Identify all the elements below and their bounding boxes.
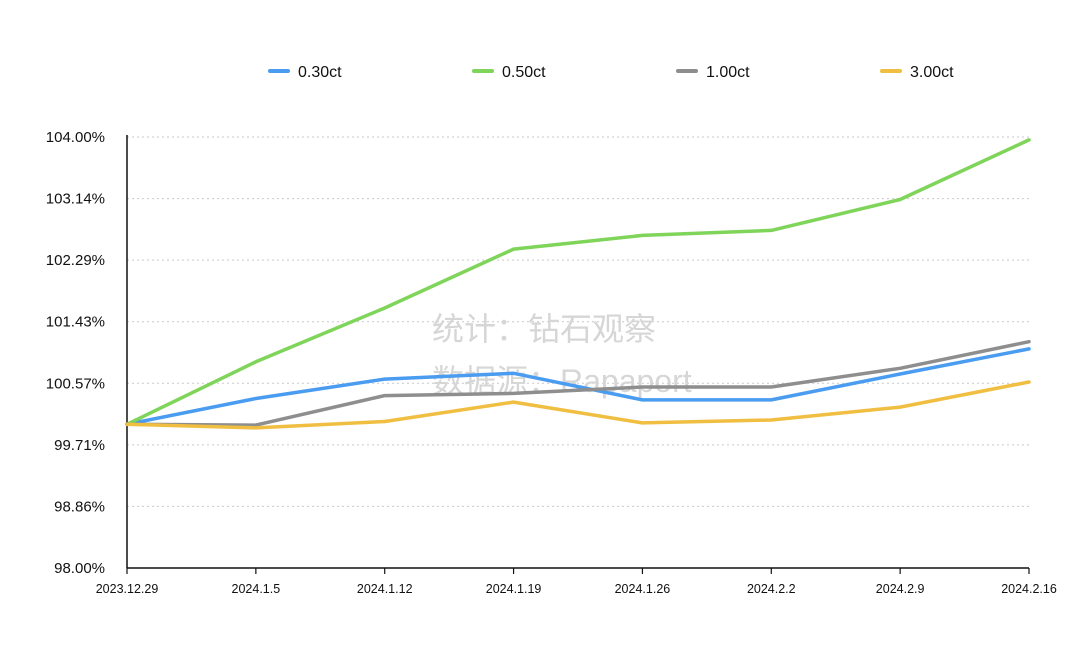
x-tick-label: 2024.2.16 — [1001, 582, 1057, 596]
gridlines — [127, 136, 1029, 507]
y-tick-label: 101.43% — [46, 314, 105, 331]
legend-item-0.30ct: 0.30ct — [268, 64, 342, 81]
legend-label: 0.50ct — [502, 64, 546, 81]
x-tick-label: 2023.12.29 — [96, 582, 159, 596]
y-tick-label: 99.71% — [54, 437, 105, 454]
legend-item-1.00ct: 1.00ct — [676, 64, 750, 81]
legend-item-3.00ct: 3.00ct — [880, 64, 954, 81]
y-tick-label: 104.00% — [46, 129, 105, 146]
y-tick-label: 98.86% — [54, 498, 105, 515]
axes: 98.00% 98.86% 99.71% 100.57% 101.43% 102.29% 1… — [46, 129, 1057, 596]
y-tick-label: 103.14% — [46, 191, 105, 208]
legend-item-0.50ct: 0.50ct — [472, 64, 546, 81]
legend-label: 0.30ct — [298, 64, 342, 81]
x-tick-label: 2024.1.5 — [232, 582, 281, 596]
x-tick-label: 2024.1.26 — [615, 582, 671, 596]
legend-label: 3.00ct — [910, 64, 954, 81]
legend: 0.30ct 0.50ct 1.00ct 3.00ct — [268, 64, 954, 81]
legend-label: 1.00ct — [706, 64, 750, 81]
series-line-1.00ct — [125, 339, 1031, 427]
series-line-0.30ct — [125, 347, 1031, 427]
x-tick-label: 2024.1.12 — [357, 582, 413, 596]
series-line-0.50ct — [125, 138, 1031, 427]
y-tick-label: 100.57% — [46, 375, 105, 392]
x-tick-label: 2024.2.9 — [876, 582, 925, 596]
y-tick-label: 98.00% — [54, 560, 105, 577]
x-tick-label: 2024.2.2 — [747, 582, 796, 596]
watermark: 统计：钻石观察 数据源：Rapaport — [432, 311, 692, 399]
series-line-3.00ct — [125, 380, 1031, 430]
y-tick-label: 102.29% — [46, 252, 105, 269]
x-tick-label: 2024.1.19 — [486, 582, 542, 596]
watermark-line-1: 统计：钻石观察 — [432, 311, 656, 347]
series-lines — [125, 138, 1031, 430]
